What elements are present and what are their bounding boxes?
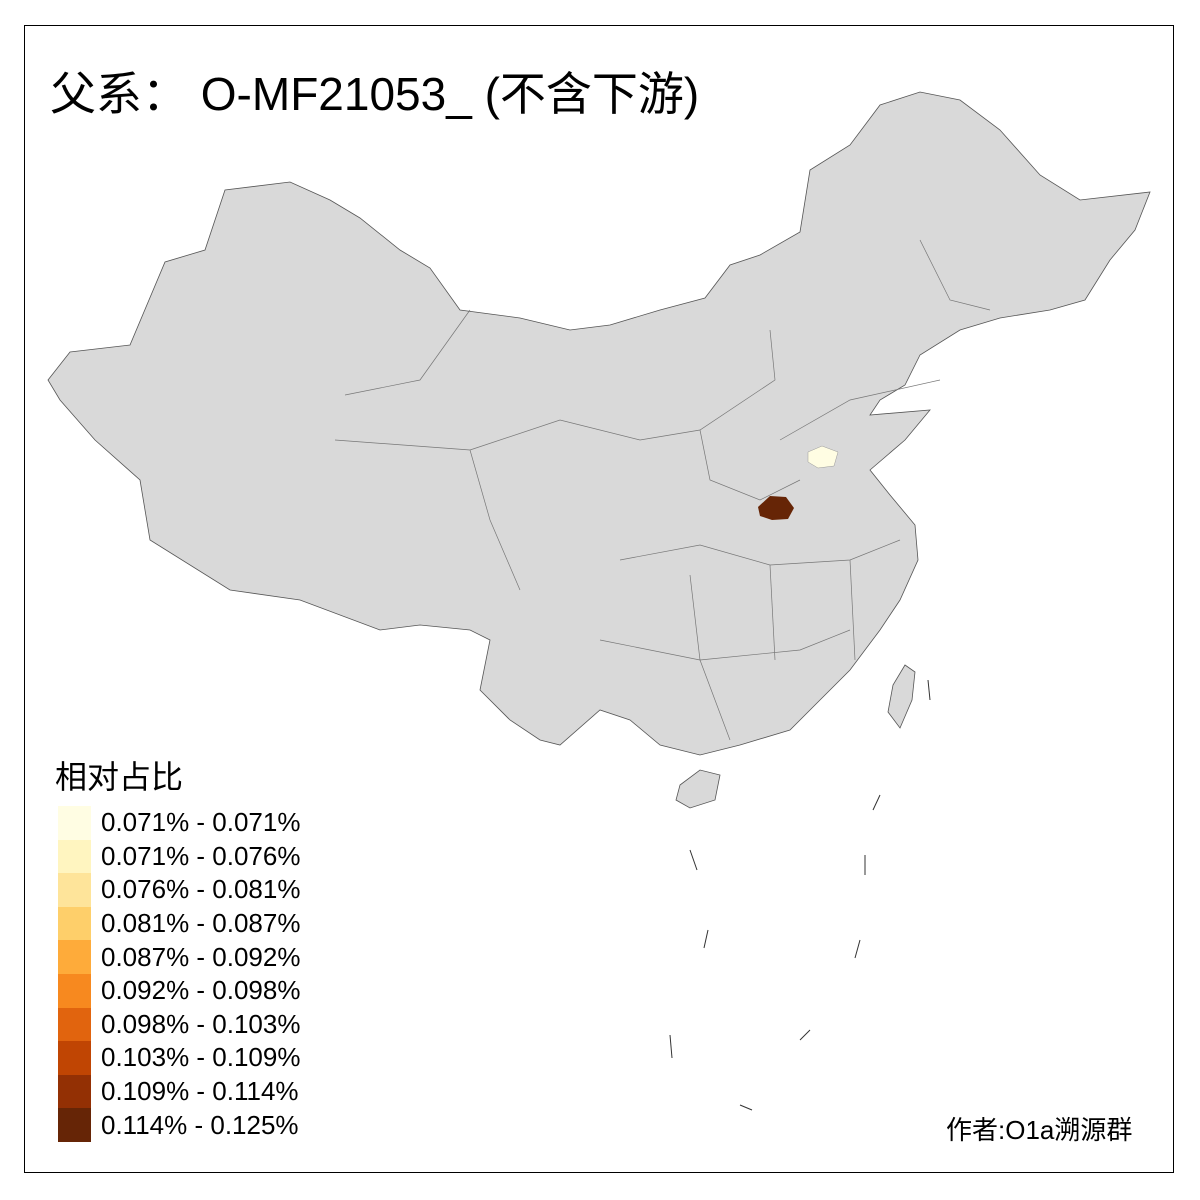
legend-item: 0.076% - 0.081% (58, 873, 300, 907)
map-title: 父系： O-MF21053_ (不含下游) (50, 68, 700, 120)
legend-swatch (58, 940, 91, 974)
legend-item: 0.081% - 0.087% (58, 906, 301, 941)
region-henan-highlight (758, 496, 794, 520)
legend-label: 0.114% - 0.125% (101, 1109, 299, 1140)
legend-item: 0.071% - 0.071% (58, 806, 300, 840)
legend-item: 0.087% - 0.092% (58, 940, 300, 974)
hainan-island (675, 769, 721, 809)
legend-label: 0.076% - 0.081% (101, 874, 301, 905)
legend-swatch (58, 1074, 91, 1109)
legend-swatch (58, 873, 91, 907)
legend-item: 0.103% - 0.109% (58, 1041, 300, 1075)
legend-swatch (58, 839, 91, 874)
legend-label: 0.081% - 0.087% (101, 908, 301, 939)
province-borders (334, 239, 991, 741)
legend-label: 0.071% - 0.071% (101, 807, 301, 838)
legend-swatch (58, 906, 91, 941)
legend-swatch (58, 1007, 91, 1042)
china-mainland (47, 91, 1151, 756)
legend-label: 0.098% - 0.103% (101, 1008, 301, 1039)
legend-swatch (58, 806, 91, 840)
legend-label: 0.109% - 0.114% (101, 1076, 299, 1107)
author-credit: 作者:O1a溯源群 (946, 1115, 1133, 1145)
legend-item: 0.071% - 0.076% (58, 839, 301, 874)
legend-label: 0.071% - 0.076% (101, 840, 301, 871)
taiwan-island (887, 664, 916, 729)
legend-swatch (58, 1041, 91, 1075)
map-frame (24, 25, 1174, 1173)
legend-swatch (58, 1108, 91, 1142)
legend-label: 0.087% - 0.092% (101, 941, 301, 972)
legend-item: 0.114% - 0.125% (58, 1108, 299, 1142)
region-shandong-highlight (807, 445, 839, 469)
legend-item: 0.109% - 0.114% (58, 1074, 299, 1109)
legend-item: 0.098% - 0.103% (58, 1007, 301, 1042)
legend-title: 相对占比 (55, 759, 184, 795)
legend-swatch (58, 974, 91, 1008)
legend-item: 0.092% - 0.098% (58, 974, 300, 1008)
legend-label: 0.092% - 0.098% (101, 975, 301, 1006)
legend-label: 0.103% - 0.109% (101, 1042, 301, 1073)
south-china-sea-islands (669, 679, 931, 1111)
